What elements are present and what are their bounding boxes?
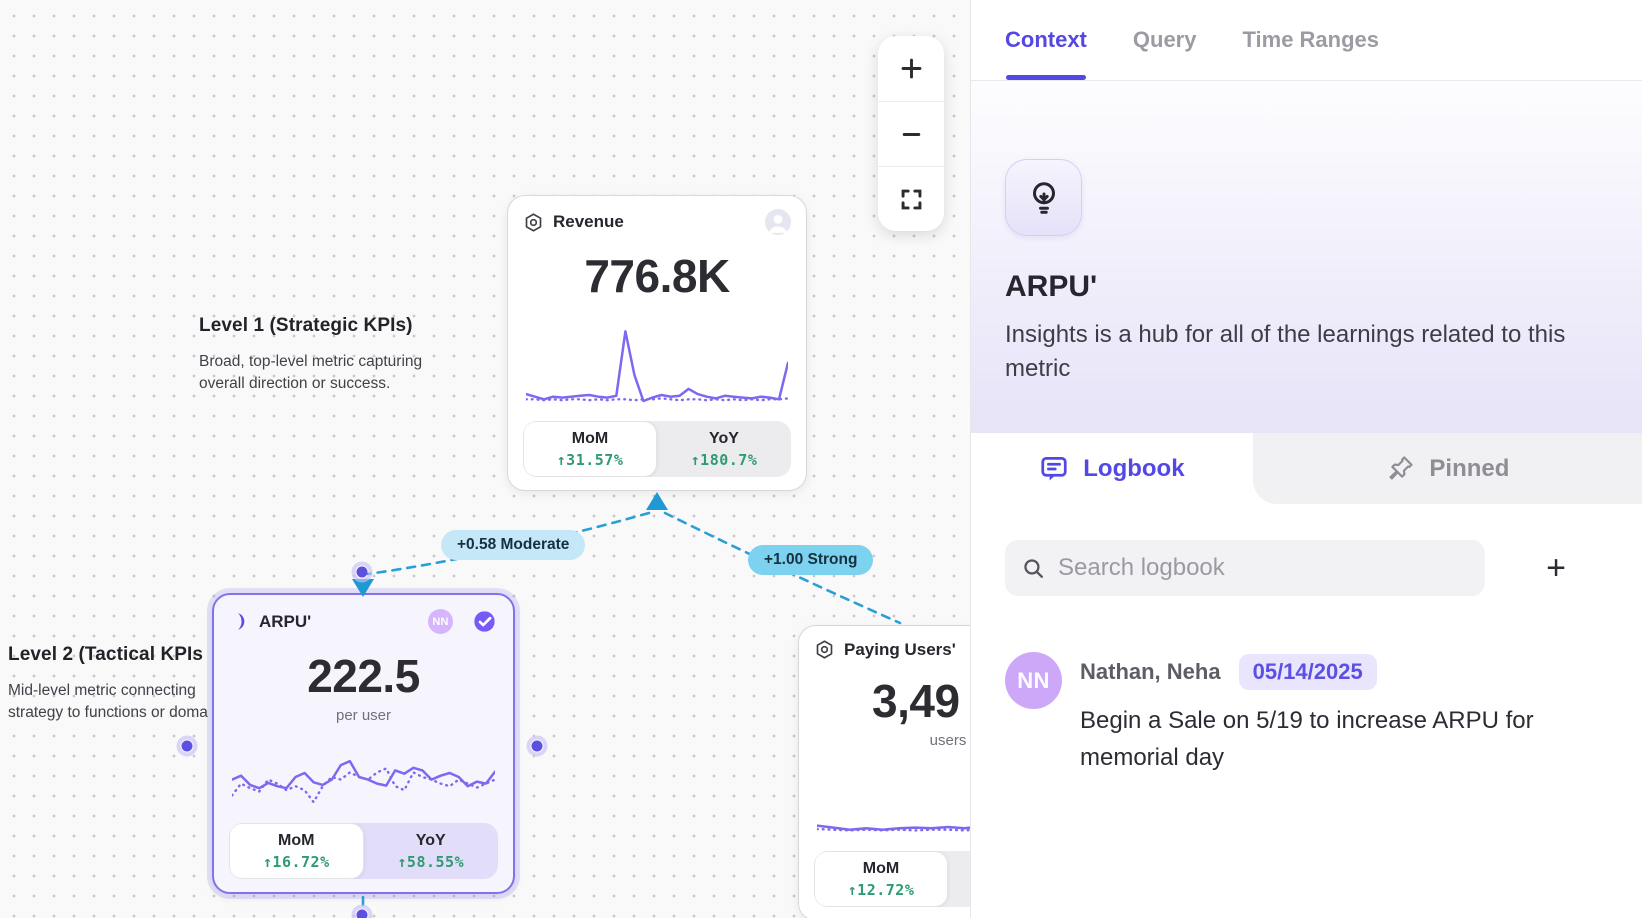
collaborator-badge[interactable]: NN <box>428 609 453 634</box>
level-1-annotation: Level 1 (Strategic KPIs) Broad, top-leve… <box>199 315 445 396</box>
correlation-label-moderate[interactable]: +0.58 Moderate <box>441 530 586 560</box>
owner-avatar-icon[interactable] <box>765 209 791 235</box>
canvas-zoom-toolbar <box>878 36 944 231</box>
hexagon-icon <box>814 639 835 660</box>
metric-card-revenue[interactable]: Revenue 776.8K MoM ↑31.57% YoY ↑180.7% <box>507 195 807 491</box>
mom-label: MoM <box>278 831 315 849</box>
entry-text: Begin a Sale on 5/19 to increase ARPU fo… <box>1080 707 1534 772</box>
context-panel: Context Query Time Ranges ARPU' Insights… <box>970 0 1642 918</box>
connection-handle <box>531 740 543 752</box>
tab-logbook[interactable]: Logbook <box>971 433 1253 504</box>
correlation-label-strong[interactable]: +1.00 Strong <box>748 545 874 575</box>
metric-context-header: ARPU' Insights is a hub for all of the l… <box>971 81 1642 433</box>
hexagon-icon <box>523 212 544 233</box>
connection-handle <box>181 740 193 752</box>
metric-unit: per user <box>335 706 392 724</box>
search-input[interactable] <box>1058 554 1469 582</box>
level-2-annotation: Level 2 (Tactical KPIs Mid-level metric … <box>8 644 244 725</box>
logbook-entry[interactable]: NN Nathan, Neha 05/14/2025 Begin a Sale … <box>1005 652 1608 776</box>
avatar: NN <box>1005 652 1062 709</box>
fit-view-button[interactable] <box>878 166 944 231</box>
arrowhead-into-revenue <box>646 492 668 510</box>
sparkline-chart <box>526 316 788 411</box>
lightbulb-icon <box>1032 181 1055 214</box>
yoy-label: YoY <box>415 831 446 849</box>
connection-handle <box>356 566 368 578</box>
yoy-stat[interactable]: YoY ↑180.7% <box>657 421 791 477</box>
zoom-out-button[interactable] <box>878 101 944 166</box>
tab-query[interactable]: Query <box>1132 27 1197 52</box>
card-title: Revenue <box>553 212 624 231</box>
metric-value: 222.5 <box>307 650 420 702</box>
level-2-description: Mid-level metric connecting strategy to … <box>8 682 208 722</box>
metric-card-paying-users[interactable]: Paying Users' 3,49 users MoM ↑12.72% <box>798 625 970 918</box>
logbook-section: + NN Nathan, Neha 05/14/2025 Begin a Sal… <box>971 504 1642 777</box>
tab-pinned[interactable]: Pinned <box>1252 433 1642 504</box>
panel-metric-title: ARPU' <box>1005 270 1098 303</box>
yoy-value: ↑58.55% <box>397 852 465 871</box>
entry-author: Nathan, Neha <box>1080 659 1221 684</box>
metric-unit: users <box>929 731 967 749</box>
zoom-in-button[interactable] <box>878 36 944 101</box>
mom-stat[interactable]: MoM ↑16.72% <box>229 823 364 879</box>
level-1-description: Broad, top-level metric capturing overal… <box>199 353 423 393</box>
yoy-stat[interactable]: YoY ↑58.55% <box>364 823 499 879</box>
metric-card-arpu[interactable]: ARPU' NN 222.5 per user MoM ↑16.72% YoY … <box>212 593 515 894</box>
level-2-title: Level 2 (Tactical KPIs <box>8 644 204 665</box>
search-icon <box>1024 558 1043 578</box>
insight-tile <box>1005 159 1082 236</box>
metric-value: 776.8K <box>584 250 730 302</box>
entry-date-badge[interactable]: 05/14/2025 <box>1238 654 1377 690</box>
level-1-title: Level 1 (Strategic KPIs) <box>199 315 413 336</box>
panel-metric-description: Insights is a hub for all of the learnin… <box>1005 321 1566 383</box>
logbook-search[interactable] <box>1005 540 1485 596</box>
panel-tab-bar: Context Query Time Ranges <box>971 0 1642 81</box>
mom-value: ↑12.72% <box>847 880 915 899</box>
fullscreen-icon <box>901 189 921 209</box>
mom-stat[interactable]: MoM ↑12.72% <box>814 851 948 907</box>
yoy-stat[interactable] <box>948 851 970 907</box>
pin-icon <box>1389 455 1414 479</box>
connection-handle <box>356 909 368 918</box>
card-title: ARPU' <box>259 611 312 631</box>
metric-value: 3,49 <box>872 675 960 727</box>
mom-stat[interactable]: MoM ↑31.57% <box>523 421 657 477</box>
crescent-icon <box>229 611 250 632</box>
verified-check-icon <box>471 608 498 635</box>
minus-icon <box>902 132 920 136</box>
yoy-value: ↑180.7% <box>690 450 758 469</box>
card-title: Paying Users' <box>844 639 956 659</box>
mom-label: MoM <box>862 859 900 877</box>
mom-value: ↑31.57% <box>556 450 624 469</box>
logbook-icon <box>1041 456 1067 480</box>
plus-icon <box>901 58 921 79</box>
metric-tree-canvas[interactable]: Level 1 (Strategic KPIs) Broad, top-leve… <box>0 0 970 918</box>
pinned-label: Pinned <box>1429 454 1510 482</box>
mom-value: ↑16.72% <box>262 852 330 871</box>
logbook-pinned-toggle: Logbook Pinned <box>971 433 1642 504</box>
mom-label: MoM <box>571 429 609 447</box>
tab-context[interactable]: Context <box>1005 0 1087 80</box>
tab-time-ranges[interactable]: Time Ranges <box>1242 27 1380 52</box>
sparkline-chart <box>232 739 495 813</box>
sparkline-chart <box>817 764 970 841</box>
add-logbook-entry-button[interactable]: + <box>1546 549 1566 587</box>
logbook-label: Logbook <box>1083 454 1185 482</box>
yoy-label: YoY <box>709 429 739 447</box>
